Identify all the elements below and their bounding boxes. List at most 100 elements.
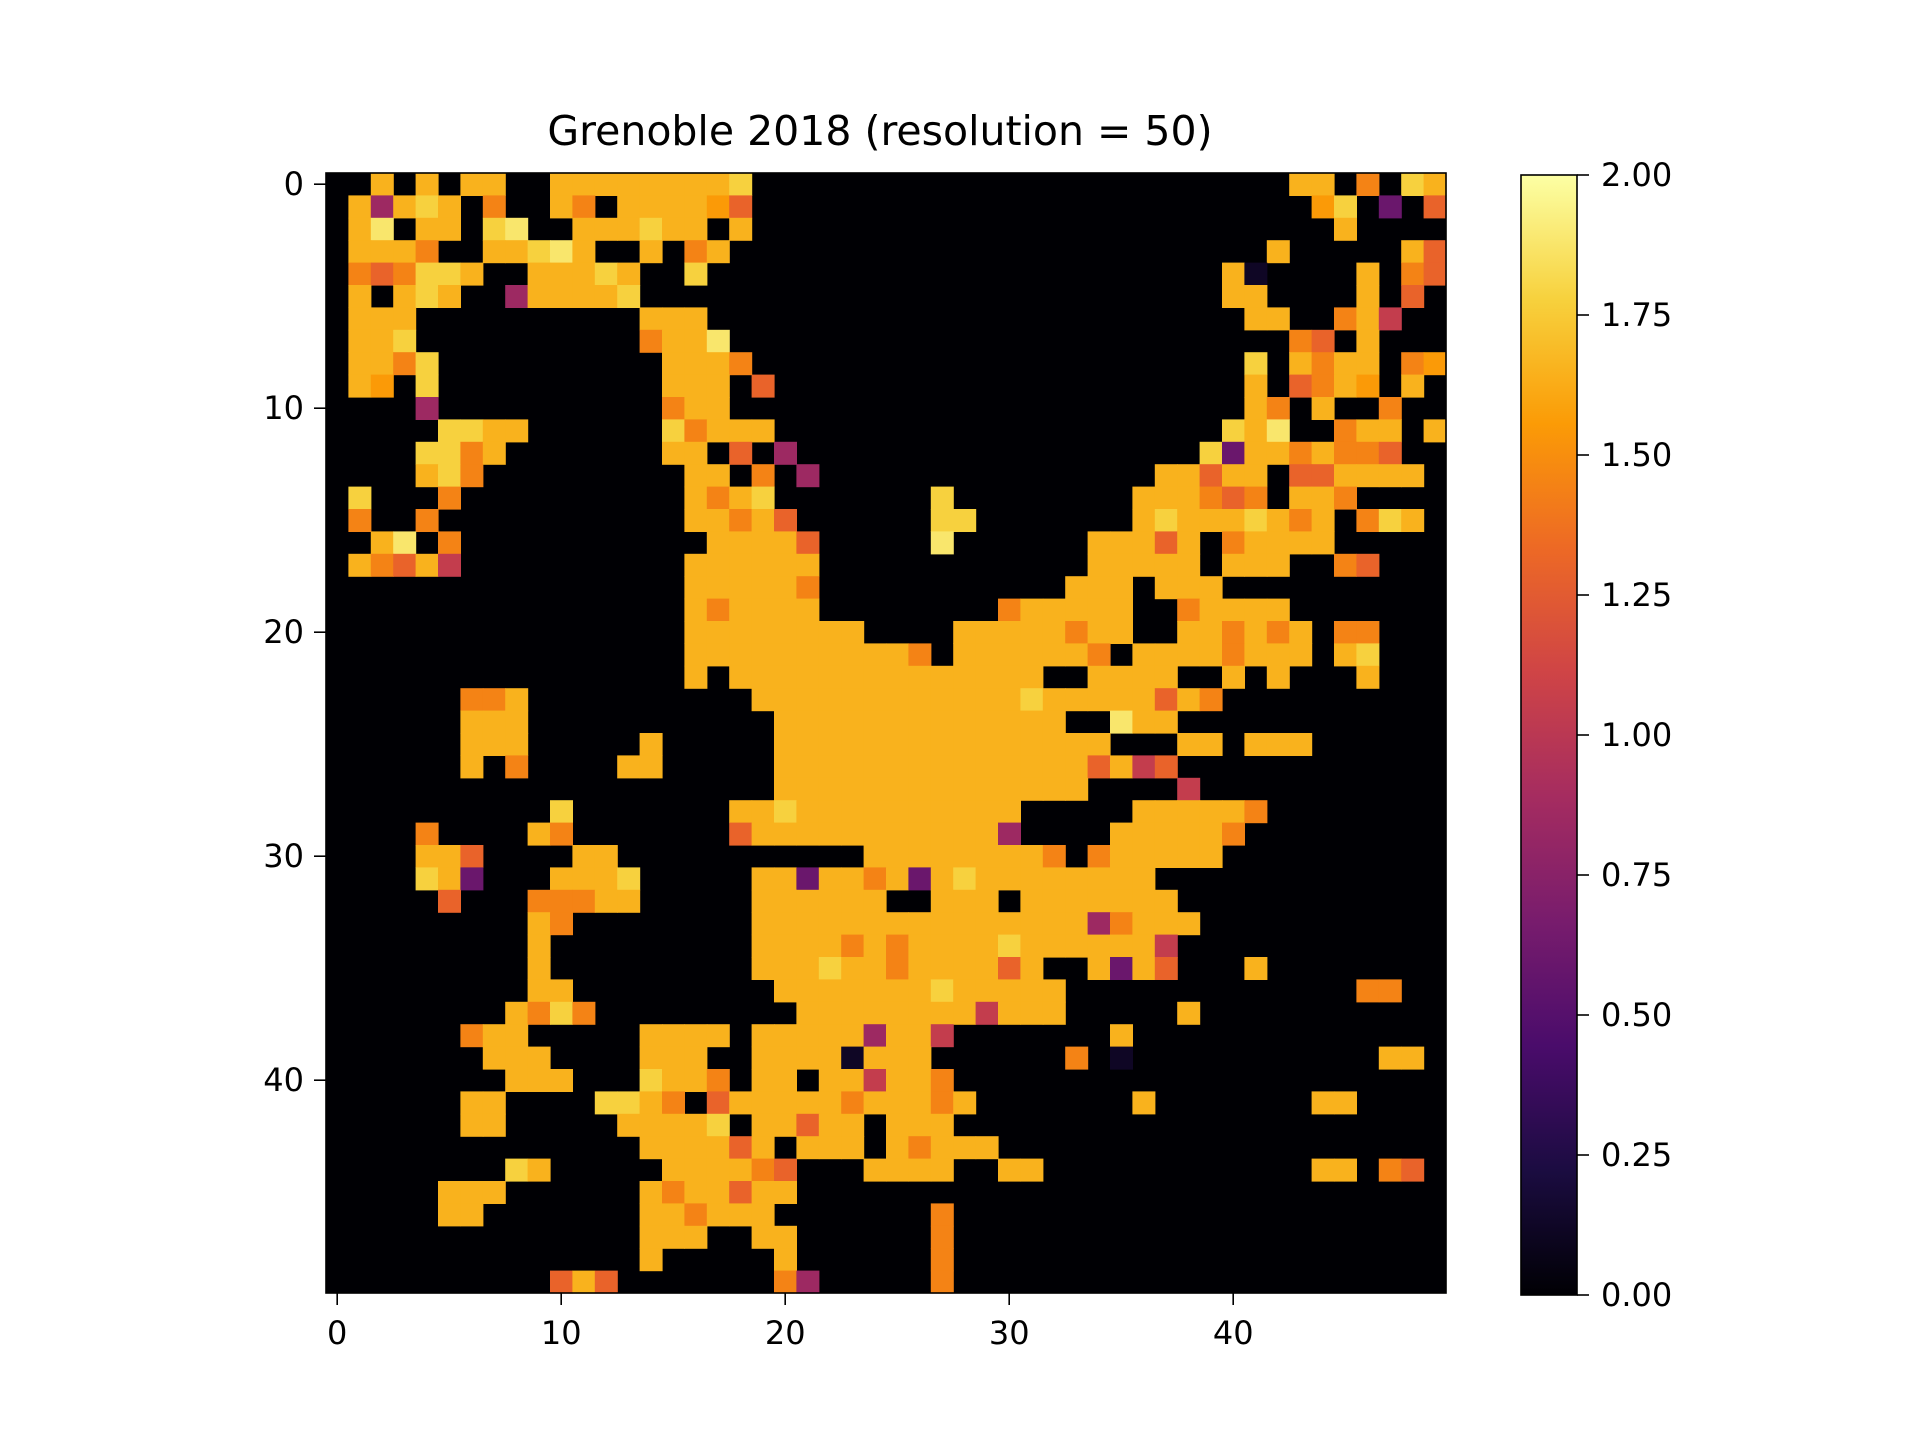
heatmap-cell xyxy=(841,934,865,958)
heatmap-cell xyxy=(1401,352,1425,376)
heatmap-cell xyxy=(639,217,663,241)
heatmap-cell xyxy=(863,1024,887,1048)
heatmap-cell xyxy=(482,688,506,712)
heatmap-cell xyxy=(930,1136,954,1160)
heatmap-cell xyxy=(1334,1158,1357,1182)
heatmap-cell xyxy=(1199,800,1223,824)
heatmap-cell xyxy=(975,688,999,712)
heatmap-cell xyxy=(684,1225,708,1249)
heatmap-cell xyxy=(998,957,1021,980)
heatmap-cell xyxy=(774,621,797,644)
heatmap-cell xyxy=(594,285,618,308)
x-axis: 0 10 20 30 40 xyxy=(327,1293,1254,1352)
heatmap-cell xyxy=(841,621,865,644)
heatmap-cell xyxy=(1110,665,1133,689)
heatmap-cell xyxy=(527,1046,551,1070)
heatmap-cell xyxy=(1289,173,1313,196)
heatmap-cell xyxy=(550,1270,573,1294)
heatmap-cell xyxy=(930,486,954,510)
heatmap-cell xyxy=(415,374,439,398)
heatmap-cell xyxy=(1154,845,1178,868)
heatmap-cell xyxy=(706,1181,730,1204)
heatmap-cell xyxy=(1154,957,1178,980)
heatmap-cell xyxy=(953,979,977,1003)
heatmap-cell xyxy=(818,1046,842,1070)
heatmap-cell xyxy=(1020,979,1044,1003)
heatmap-cell xyxy=(841,979,865,1003)
heatmap-cell xyxy=(1087,553,1111,577)
heatmap-cell xyxy=(1042,598,1066,622)
heatmap-cell xyxy=(460,419,484,443)
heatmap-cell xyxy=(460,1113,484,1137)
heatmap-cell xyxy=(841,777,865,801)
heatmap-cell xyxy=(1020,733,1044,756)
heatmap-cell xyxy=(706,240,730,264)
heatmap-cell xyxy=(1065,576,1089,600)
heatmap-cell xyxy=(1356,262,1380,286)
heatmap-cell xyxy=(930,777,954,801)
heatmap-cell xyxy=(975,867,999,891)
heatmap-cell xyxy=(527,240,551,264)
heatmap-cell xyxy=(751,1024,775,1048)
heatmap-cell xyxy=(998,688,1021,712)
heatmap-cell xyxy=(572,1001,596,1025)
heatmap-cell xyxy=(505,1001,529,1025)
heatmap-cell xyxy=(706,1069,730,1092)
heatmap-cell xyxy=(930,934,954,958)
heatmap-cell xyxy=(1289,329,1313,353)
heatmap-cell xyxy=(1334,374,1357,398)
heatmap-cell xyxy=(706,553,730,577)
y-tick-label: 30 xyxy=(263,837,304,875)
heatmap-cell xyxy=(438,419,461,443)
heatmap-cell xyxy=(1244,307,1268,331)
heatmap-cell xyxy=(505,710,529,734)
heatmap-cell xyxy=(1177,464,1201,488)
heatmap-cell xyxy=(1110,710,1133,734)
heatmap-cell xyxy=(1132,531,1156,555)
heatmap-cell xyxy=(953,822,977,846)
heatmap-cell xyxy=(1356,352,1380,376)
heatmap-cell xyxy=(393,195,417,219)
heatmap-cell xyxy=(1334,1091,1357,1115)
colorbar-gradient xyxy=(1520,174,1578,1296)
heatmap-cell xyxy=(975,822,999,846)
heatmap-cell xyxy=(684,173,708,196)
heatmap-cell xyxy=(1289,531,1313,555)
heatmap-cell xyxy=(639,1113,663,1137)
heatmap-cell xyxy=(1177,553,1201,577)
heatmap-cell xyxy=(818,889,842,913)
heatmap-cell xyxy=(796,822,820,846)
heatmap-cell xyxy=(684,217,708,241)
heatmap-cell xyxy=(460,710,484,734)
heatmap-cell xyxy=(930,867,954,891)
heatmap-cell xyxy=(482,419,506,443)
heatmap-cell xyxy=(729,598,753,622)
heatmap-cell xyxy=(505,688,529,712)
heatmap-cell xyxy=(751,934,775,958)
heatmap-cell xyxy=(841,1136,865,1160)
heatmap-cell xyxy=(1154,509,1178,532)
heatmap-cell xyxy=(774,531,797,555)
heatmap-cell xyxy=(1423,173,1447,196)
colorbar-tick-label: 0.75 xyxy=(1601,856,1672,894)
heatmap-cell xyxy=(617,217,641,241)
heatmap-cell xyxy=(572,285,596,308)
heatmap-cell xyxy=(930,889,954,913)
heatmap-cell xyxy=(953,889,977,913)
heatmap-cell xyxy=(774,1069,797,1092)
heatmap-cell xyxy=(1311,1158,1335,1182)
heatmap-cell xyxy=(1222,665,1245,689)
heatmap-cell xyxy=(684,598,708,622)
heatmap-cell xyxy=(1334,486,1357,510)
heatmap-cell xyxy=(1356,979,1380,1003)
heatmap-cell xyxy=(908,822,932,846)
heatmap-cell xyxy=(460,262,484,286)
heatmap-cell xyxy=(796,643,820,667)
heatmap-cell xyxy=(908,934,932,958)
heatmap-cell xyxy=(930,531,954,555)
heatmap-cell xyxy=(572,889,596,913)
colorbar-tick-label: 1.50 xyxy=(1601,436,1672,474)
heatmap-cell xyxy=(729,576,753,600)
heatmap-cell xyxy=(348,240,372,264)
heatmap-cell xyxy=(975,957,999,980)
